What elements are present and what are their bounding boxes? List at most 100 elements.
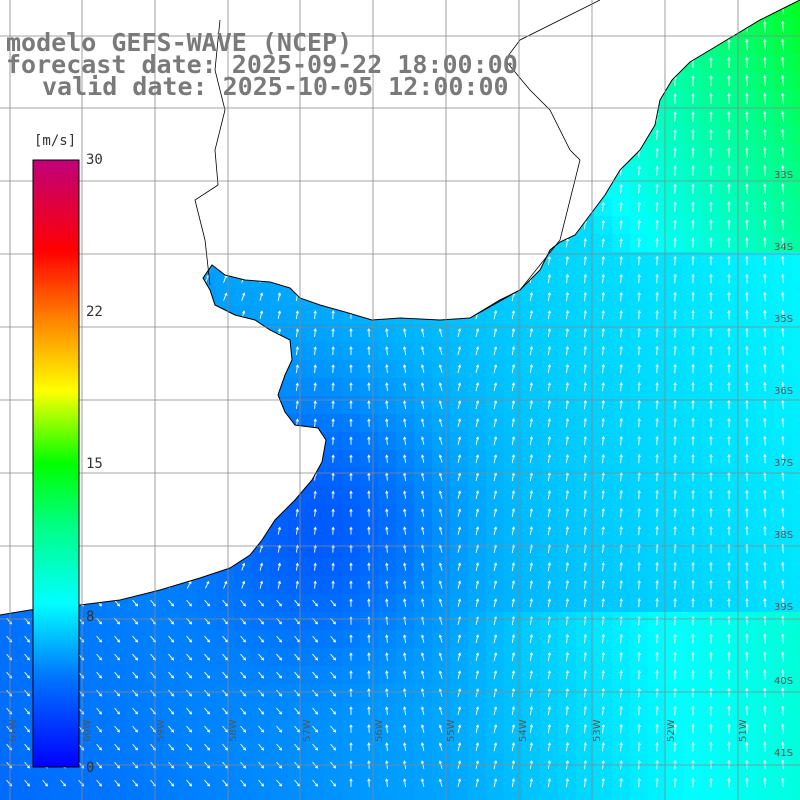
wind-arrow bbox=[529, 292, 533, 302]
wind-cell bbox=[756, 792, 775, 800]
wind-arrow-head bbox=[727, 507, 731, 512]
wind-arrow bbox=[584, 292, 586, 302]
wind-arrow-head bbox=[655, 363, 659, 368]
wind-cell bbox=[792, 306, 800, 325]
wind-arrow-head bbox=[691, 183, 695, 187]
wind-arrow bbox=[584, 328, 586, 338]
wind-arrow bbox=[638, 454, 640, 464]
wind-arrow bbox=[565, 472, 569, 482]
wind-arrow-head bbox=[314, 603, 318, 607]
wind-arrow-head bbox=[601, 219, 605, 224]
wind-arrow-head bbox=[511, 310, 516, 314]
wind-arrow-head bbox=[402, 346, 407, 350]
wind-arrow bbox=[475, 418, 479, 428]
wind-arrow-head bbox=[475, 580, 480, 584]
wind-arrow-head bbox=[277, 328, 282, 332]
wind-arrow-head bbox=[367, 580, 371, 584]
wind-arrow-head bbox=[313, 328, 317, 332]
wind-arrow bbox=[475, 490, 479, 500]
wind-arrow bbox=[620, 310, 622, 320]
wind-arrow bbox=[782, 183, 784, 195]
wind-arrow-head bbox=[349, 580, 353, 584]
wind-arrow-head bbox=[438, 598, 443, 602]
wind-arrow-head bbox=[673, 579, 677, 584]
wind-arrow-head bbox=[781, 92, 785, 97]
wind-arrow-head bbox=[349, 346, 353, 350]
wind-arrow-head bbox=[331, 364, 335, 368]
wind-arrow bbox=[511, 598, 515, 608]
wind-arrow bbox=[620, 364, 622, 374]
wind-arrow-head bbox=[655, 165, 659, 169]
wind-arrow-head bbox=[745, 201, 749, 205]
wind-arrow bbox=[782, 165, 784, 177]
wind-arrow bbox=[475, 580, 479, 590]
wind-arrow-head bbox=[493, 454, 498, 458]
wind-arrow bbox=[602, 490, 604, 500]
wind-arrow-head bbox=[601, 399, 605, 404]
wind-arrow bbox=[764, 129, 766, 141]
wind-arrow-head bbox=[547, 274, 552, 278]
wind-arrow-head bbox=[511, 508, 516, 512]
wind-arrow-head bbox=[367, 418, 371, 422]
wind-arrow bbox=[403, 599, 407, 607]
wind-arrow bbox=[511, 490, 515, 500]
wind-arrow bbox=[620, 400, 622, 410]
wind-arrow-head bbox=[583, 273, 587, 278]
wind-arrow bbox=[620, 202, 622, 212]
wind-arrow-head bbox=[529, 364, 534, 368]
wind-cell bbox=[432, 792, 451, 800]
wind-cell bbox=[792, 504, 800, 523]
wind-arrow bbox=[386, 346, 388, 356]
wind-arrow bbox=[421, 328, 425, 338]
wind-arrow bbox=[204, 599, 210, 607]
wind-arrow-head bbox=[691, 165, 695, 169]
wind-arrow-head bbox=[691, 129, 695, 133]
wind-cell bbox=[792, 414, 800, 433]
wind-arrow-head bbox=[511, 346, 516, 350]
wind-arrow-head bbox=[727, 453, 731, 458]
wind-arrow bbox=[764, 165, 766, 177]
wind-arrow bbox=[277, 293, 281, 301]
wind-arrow bbox=[602, 598, 604, 608]
wind-cell bbox=[270, 792, 289, 800]
wind-arrow-head bbox=[493, 580, 498, 584]
wind-arrow-head bbox=[438, 382, 443, 386]
wind-arrow-head bbox=[313, 382, 317, 386]
wind-arrow-head bbox=[727, 309, 731, 314]
wind-arrow bbox=[782, 436, 784, 446]
wind-arrow-head bbox=[277, 310, 282, 314]
wind-arrow bbox=[638, 382, 640, 392]
wind-arrow-head bbox=[763, 507, 767, 512]
wind-arrow bbox=[457, 436, 461, 446]
wind-arrow-head bbox=[727, 345, 731, 350]
wind-arrow-head bbox=[493, 364, 498, 368]
wind-arrow bbox=[584, 310, 586, 320]
wind-arrow bbox=[439, 527, 443, 535]
wind-arrow-head bbox=[529, 346, 534, 350]
wind-arrow bbox=[403, 509, 407, 517]
wind-arrow bbox=[602, 418, 604, 428]
wind-arrow bbox=[511, 310, 515, 320]
wind-arrow-head bbox=[511, 436, 516, 440]
wind-arrow bbox=[584, 400, 586, 410]
wind-arrow-head bbox=[745, 417, 749, 422]
wind-arrow bbox=[764, 202, 766, 212]
wind-arrow bbox=[439, 545, 443, 553]
wind-arrow bbox=[511, 454, 515, 464]
wind-arrow bbox=[620, 274, 622, 284]
wind-arrow bbox=[439, 437, 443, 445]
wind-arrow-head bbox=[547, 382, 552, 386]
wind-arrow-head bbox=[493, 400, 498, 404]
wind-arrow-head bbox=[619, 327, 623, 332]
wind-arrow-head bbox=[781, 345, 785, 350]
wind-arrow-head bbox=[420, 598, 425, 602]
wind-arrow-head bbox=[619, 489, 623, 494]
wind-arrow bbox=[782, 256, 784, 266]
wind-arrow bbox=[638, 436, 640, 446]
wind-arrow-head bbox=[547, 310, 552, 314]
wind-arrow bbox=[295, 311, 299, 319]
wind-cell bbox=[792, 342, 800, 361]
wind-arrow-head bbox=[565, 291, 570, 296]
wind-arrow-head bbox=[367, 382, 371, 386]
wind-cell bbox=[792, 0, 800, 19]
